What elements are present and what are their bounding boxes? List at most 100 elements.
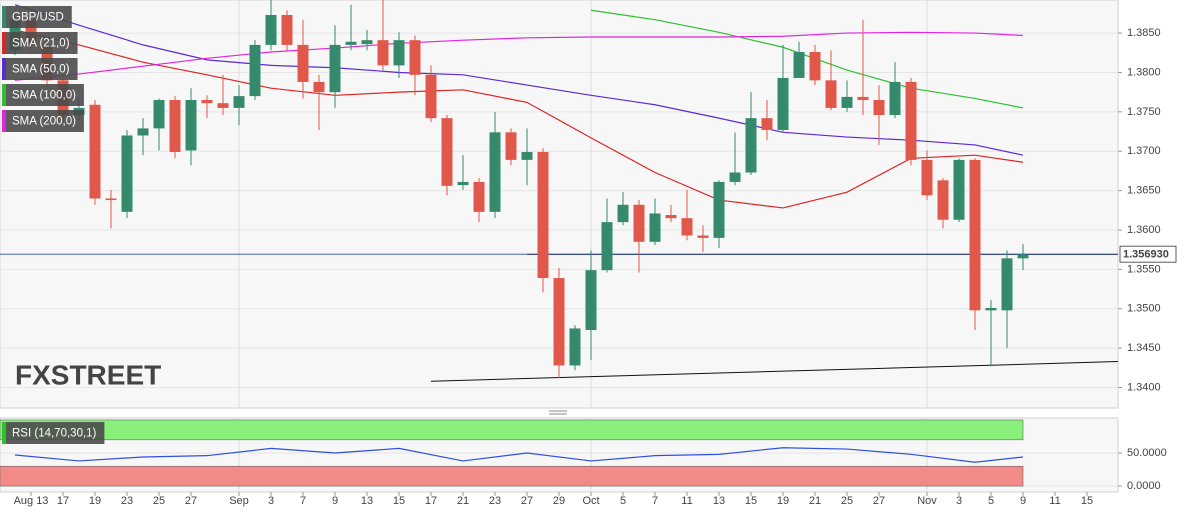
x-tick-label: 3	[956, 495, 962, 507]
legend-box	[2, 110, 84, 132]
candle-body	[553, 278, 565, 366]
candle-body	[361, 40, 373, 45]
x-tick-label: 17	[57, 495, 69, 507]
y-tick-label: 1.3600	[1127, 224, 1161, 236]
legend-label: SMA (21,0)	[12, 38, 70, 50]
axis-layer: 1.3400 1.3450 1.3500 1.3550 1.3600 1.3650 1.37…	[14, 27, 1177, 507]
candle-body	[969, 159, 981, 311]
legend-label: SMA (100,0)	[12, 90, 76, 102]
y-tick-label: 1.3550	[1127, 263, 1161, 275]
candle-body	[921, 159, 933, 196]
legend-item: SMA (50,0)	[2, 58, 78, 80]
x-tick-label: 27	[185, 495, 197, 507]
candle-body	[889, 81, 901, 115]
y-tick-label: 1.3450	[1127, 342, 1161, 354]
candle-body	[745, 118, 757, 173]
candle-body	[617, 204, 629, 223]
candle-body	[713, 181, 725, 238]
legend-item: RSI (14,70,30,1)	[2, 422, 105, 444]
candle-body	[217, 103, 229, 108]
candle-body	[169, 100, 181, 153]
rsi-band	[0, 419, 1024, 441]
y-tick-label: 1.3700	[1127, 145, 1161, 157]
x-tick-label: 7	[300, 495, 306, 507]
candle-body	[729, 172, 741, 182]
logo-street: STREET	[51, 359, 161, 390]
x-tick-label: 5	[988, 495, 994, 507]
y-tick-label: 50.0000	[1127, 447, 1167, 459]
candle-body	[873, 100, 885, 115]
candle-body	[665, 215, 677, 219]
candle-body	[649, 213, 661, 242]
x-tick-label: 27	[521, 495, 533, 507]
x-tick-label: 15	[1081, 495, 1093, 507]
candle-body	[521, 152, 533, 160]
legend-layer: GBP/USD SMA (21,0) SMA (50,0) SMA (100,0) SM…	[2, 6, 105, 444]
x-tick-label: 21	[809, 495, 821, 507]
x-tick-label: 7	[652, 495, 658, 507]
candle-body	[121, 135, 133, 212]
candle-body	[905, 81, 917, 160]
candle-body	[841, 96, 853, 108]
rsi-line	[14, 447, 1024, 463]
candle-body	[377, 40, 389, 66]
candle-body	[793, 51, 805, 78]
legend-label: SMA (50,0)	[12, 64, 70, 76]
rsi-band	[0, 465, 1024, 487]
y-tick-label: 1.3750	[1127, 106, 1161, 118]
candle-body	[985, 307, 997, 311]
candle-body	[505, 132, 517, 160]
x-tick-label: 25	[841, 495, 853, 507]
x-tick-label: 11	[1049, 495, 1060, 507]
y-tick-label: 1.3800	[1127, 66, 1161, 78]
candle-body	[697, 235, 709, 238]
legend-swatch	[2, 32, 6, 54]
annotation-line	[430, 361, 1118, 382]
candle-body	[281, 14, 293, 45]
y-tick-label: 0.0000	[1127, 480, 1161, 492]
x-tick-label: 9	[332, 495, 338, 507]
y-tick-label: 1.3400	[1127, 381, 1161, 393]
candle-body	[601, 222, 613, 271]
rsi-layer	[0, 418, 1118, 492]
candle-body	[153, 100, 165, 129]
legend-item: SMA (100,0)	[2, 84, 84, 106]
price-layer: FX STREET	[0, 0, 1118, 408]
x-tick-label: 27	[873, 495, 885, 507]
legend-box	[2, 422, 105, 444]
x-tick-label: 25	[153, 495, 165, 507]
x-tick-label: 13	[713, 495, 725, 507]
x-tick-label: Nov	[917, 495, 937, 507]
candle-body	[441, 118, 453, 186]
x-tick-label: 21	[457, 495, 469, 507]
y-tick-label: 1.3500	[1127, 303, 1161, 315]
candle-body	[1017, 254, 1029, 259]
legend-box	[2, 6, 72, 28]
candle-body	[569, 328, 581, 366]
last-price-label: 1.356930	[1123, 249, 1169, 261]
candle-body	[489, 132, 501, 212]
y-tick-label: 1.3850	[1127, 27, 1161, 39]
candle-body	[105, 198, 117, 201]
candle-body	[585, 270, 597, 331]
candle-body	[1001, 258, 1013, 311]
legend-label: RSI (14,70,30,1)	[12, 428, 97, 440]
candle-body	[345, 41, 357, 45]
x-tick-label: 17	[425, 495, 437, 507]
x-tick-label: 9	[1020, 495, 1026, 507]
x-tick-label: 15	[745, 495, 757, 507]
candle-body	[249, 44, 261, 97]
x-tick-label: 23	[489, 495, 501, 507]
candle-body	[761, 118, 773, 130]
legend-box	[2, 32, 78, 54]
sma-line	[14, 31, 1024, 81]
candle-body	[329, 44, 341, 93]
legend-swatch	[2, 6, 6, 28]
candle-body	[681, 218, 693, 236]
candle-body	[825, 80, 837, 108]
candle-body	[777, 77, 789, 130]
candle-body	[633, 204, 645, 242]
x-tick-label: 19	[777, 495, 789, 507]
legend-swatch	[2, 58, 6, 80]
